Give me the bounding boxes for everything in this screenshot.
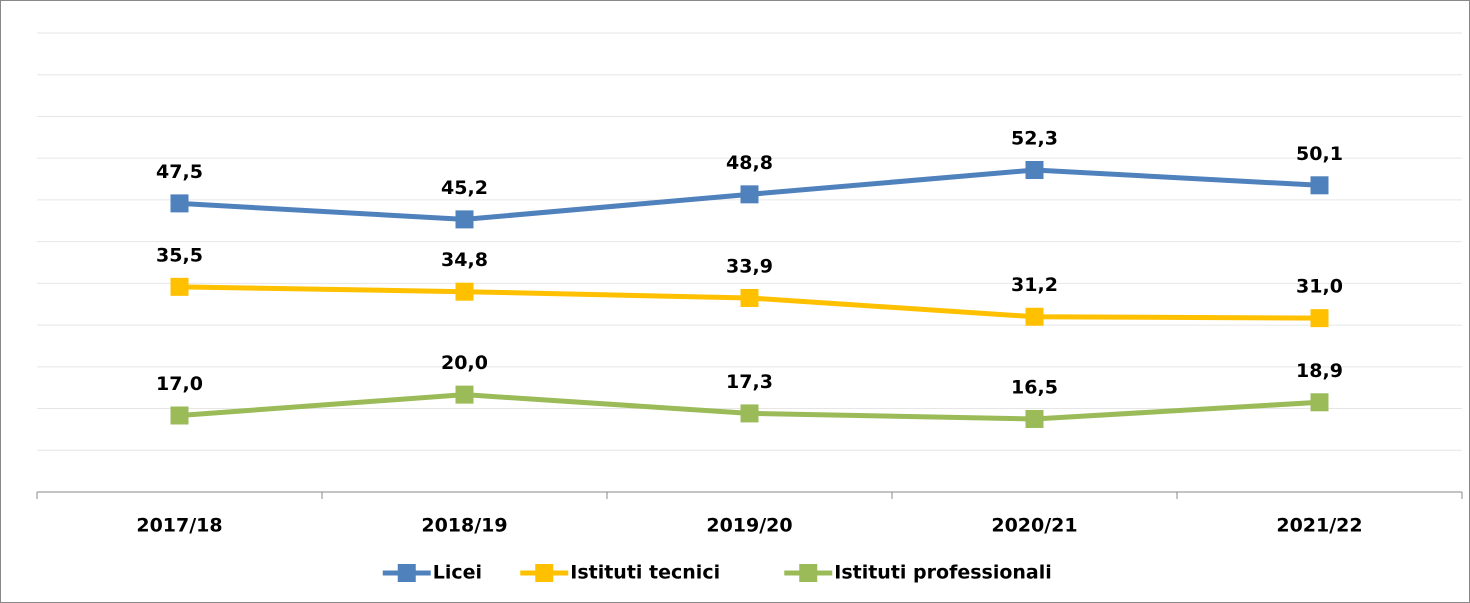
marker: [1025, 409, 1044, 428]
x-tick-label: 2020/21: [991, 515, 1077, 537]
data-label: 20,0: [441, 352, 488, 374]
data-label: 17,3: [726, 371, 773, 393]
marker: [740, 404, 759, 423]
marker: [455, 282, 474, 301]
marker: [455, 210, 474, 229]
marker: [740, 288, 759, 307]
legend-marker: [397, 564, 416, 582]
data-label: 45,2: [441, 177, 488, 199]
data-label: 34,8: [441, 249, 488, 271]
data-label: 31,2: [1011, 274, 1058, 296]
marker: [1310, 393, 1329, 412]
marker: [1025, 307, 1044, 326]
legend-marker: [799, 564, 818, 582]
data-label: 18,9: [1296, 360, 1343, 382]
data-label: 16,5: [1011, 376, 1058, 398]
marker: [170, 277, 189, 296]
legend-label: Istituti tecnici: [570, 562, 720, 584]
marker: [455, 385, 474, 404]
data-label: 52,3: [1011, 128, 1058, 150]
x-tick-label: 2021/22: [1276, 515, 1362, 537]
data-label: 48,8: [726, 152, 773, 174]
x-tick-label: 2017/18: [136, 515, 222, 537]
x-tick-label: 2018/19: [421, 515, 507, 537]
data-label: 47,5: [156, 161, 203, 183]
x-tick-label: 2019/20: [706, 515, 792, 537]
marker: [740, 185, 759, 204]
marker: [1310, 176, 1329, 195]
legend-label: Licei: [433, 562, 482, 584]
data-label: 17,0: [156, 373, 203, 395]
marker: [1025, 161, 1044, 180]
marker: [1310, 309, 1329, 328]
data-label: 35,5: [156, 244, 203, 266]
data-label: 33,9: [726, 255, 773, 277]
data-label: 31,0: [1296, 276, 1343, 298]
marker: [170, 194, 189, 213]
marker: [170, 406, 189, 425]
data-label: 50,1: [1296, 143, 1343, 165]
legend-marker: [535, 564, 554, 582]
legend-label: Istituti professionali: [834, 562, 1052, 584]
